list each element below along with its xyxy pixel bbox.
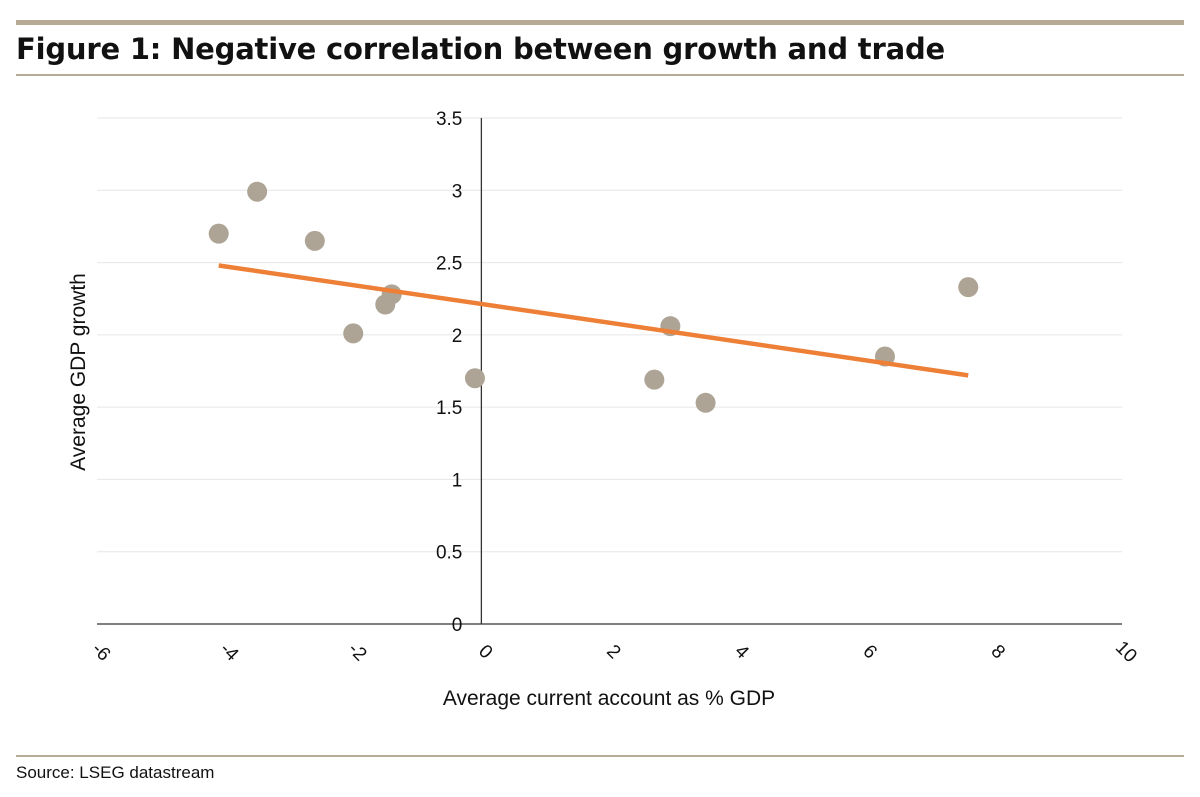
data-point	[247, 181, 268, 202]
y-axis-label: Average GDP growth	[67, 273, 90, 471]
y-tick-label: 0.5	[436, 543, 462, 564]
tick-labels: 0 0.5 1 1.5 2 2.5 3 3.5 -6 -4 -2 0 2 4 6 8 10	[87, 109, 1140, 667]
y-tick-label: 2	[452, 326, 463, 347]
gridlines	[97, 117, 1122, 553]
x-tick-label: 6	[858, 641, 880, 663]
data-point	[208, 223, 229, 244]
data-point	[644, 369, 665, 390]
source-note: Source: LSEG datastream	[16, 763, 215, 782]
y-tick-label: 0	[452, 615, 463, 636]
data-point	[958, 277, 979, 298]
y-tick-label: 2.5	[436, 254, 462, 275]
y-tick-label: 1.5	[436, 398, 462, 419]
x-tick-label: 4	[730, 641, 753, 664]
x-tick-label: 8	[987, 641, 1009, 663]
x-tick-label: -2	[344, 639, 371, 666]
trend-line	[218, 263, 969, 378]
trendline-group	[218, 263, 969, 378]
data-point	[464, 368, 485, 389]
data-point	[381, 284, 402, 305]
data-point	[343, 323, 364, 344]
figure-title: Figure 1: Negative correlation between g…	[16, 32, 945, 66]
x-tick-label: 0	[474, 641, 496, 663]
x-axis-label: Average current account as % GDP	[443, 687, 775, 710]
x-tick-label: 2	[602, 641, 624, 663]
data-point	[695, 392, 716, 413]
y-tick-label: 1	[452, 470, 463, 491]
x-tick-label: -4	[216, 639, 243, 666]
x-tick-label: -6	[87, 639, 114, 666]
x-tick-label: 10	[1111, 637, 1141, 667]
data-point	[304, 230, 325, 251]
y-tick-label: 3	[452, 181, 463, 202]
source-rule	[16, 755, 1184, 757]
title-rule	[16, 74, 1184, 76]
scatter-chart: 0 0.5 1 1.5 2 2.5 3 3.5 -6 -4 -2 0 2 4 6 8 10 Average cu…	[67, 109, 1141, 710]
top-rule	[16, 20, 1184, 25]
y-tick-label: 3.5	[436, 109, 462, 130]
data-points	[208, 181, 979, 413]
